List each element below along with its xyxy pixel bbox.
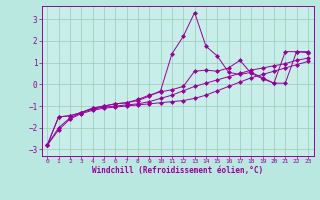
X-axis label: Windchill (Refroidissement éolien,°C): Windchill (Refroidissement éolien,°C) xyxy=(92,166,263,175)
